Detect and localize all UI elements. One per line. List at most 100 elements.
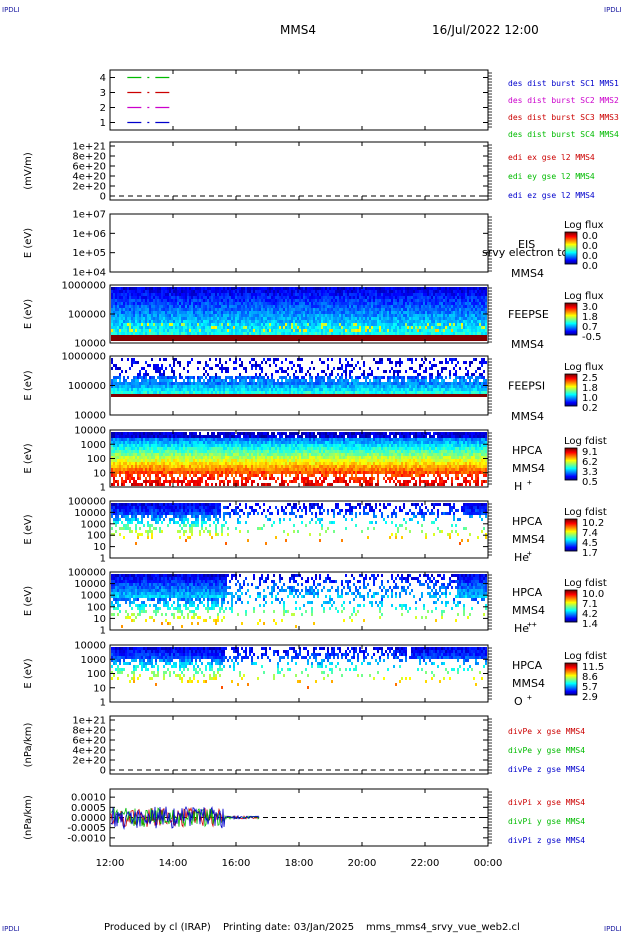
- spectrogram-cell: [231, 379, 233, 382]
- spectrogram-cell: [385, 296, 387, 299]
- spectrogram-cell: [423, 370, 425, 373]
- spectrogram-cell: [245, 338, 247, 341]
- spectrogram-cell: [113, 364, 115, 367]
- spectrogram-cell: [133, 290, 135, 293]
- spectrogram-cell: [133, 314, 135, 317]
- spectrogram-cell: [473, 335, 475, 338]
- spectrogram-cell: [263, 329, 265, 332]
- spectrogram-cell: [455, 329, 457, 332]
- spectrogram-cell: [377, 376, 379, 379]
- spectrogram-cell: [255, 391, 257, 394]
- spectrogram-cell: [345, 311, 347, 314]
- spectrogram-cell: [241, 376, 243, 379]
- spectrogram-cell: [221, 326, 223, 329]
- spectrogram-cell: [401, 335, 403, 338]
- spectrogram-cell: [261, 320, 263, 323]
- spectrogram-cell: [217, 317, 219, 320]
- spectrogram-cell: [301, 323, 303, 326]
- spectrogram-cell: [357, 323, 359, 326]
- spectrogram-cell: [127, 302, 129, 305]
- spectrogram-cell: [221, 379, 223, 382]
- spectrogram-cell: [281, 361, 283, 364]
- spectrogram-cell: [445, 290, 447, 293]
- spectrogram-cell: [195, 320, 197, 323]
- legend-entry: edi ey gse l2 MMS4: [508, 172, 595, 181]
- spectrogram-cell: [159, 385, 161, 388]
- spectrogram-cell: [413, 332, 415, 335]
- spectrogram-cell: [219, 391, 221, 394]
- spectrogram-cell: [415, 299, 417, 302]
- spectrogram-cell: [469, 311, 471, 314]
- spectrogram-cell: [299, 391, 301, 394]
- spectrogram-cell: [171, 290, 173, 293]
- spectrogram-cell: [259, 335, 261, 338]
- spectrogram-cell: [287, 367, 289, 370]
- colorbar-step: [565, 305, 577, 307]
- spectrogram-cell: [291, 299, 293, 302]
- spectrogram-cell: [363, 287, 365, 290]
- spectrogram-cell: [175, 335, 177, 338]
- spectrogram-cell: [291, 293, 293, 296]
- spectrogram-cell: [119, 329, 121, 332]
- spectrogram-cell: [325, 311, 327, 314]
- spectrogram-cell: [137, 305, 139, 308]
- spectrogram-cell: [263, 335, 265, 338]
- spectrogram-cell: [219, 326, 221, 329]
- spectrogram-cell: [127, 385, 129, 388]
- spectrogram-cell: [273, 329, 275, 332]
- spectrogram-cell: [183, 335, 185, 338]
- spectrogram-cell: [265, 394, 267, 397]
- spectrogram-cell: [467, 317, 469, 320]
- spectrogram-cell: [311, 293, 313, 296]
- spectrogram-cell: [363, 308, 365, 311]
- spectrogram-cell: [475, 299, 477, 302]
- spectrogram-cell: [469, 314, 471, 317]
- colorbar-label: 0.0: [582, 241, 598, 252]
- spectrogram-cell: [205, 293, 207, 296]
- spectrogram-cell: [323, 394, 325, 397]
- spectrogram-cell: [215, 296, 217, 299]
- spectrogram-cell: [413, 323, 415, 326]
- spectrogram-cell: [419, 302, 421, 305]
- spectrogram-cell: [153, 293, 155, 296]
- spectrogram-cell: [139, 311, 141, 314]
- spectrogram-cell: [201, 287, 203, 290]
- spectrogram-cell: [423, 391, 425, 394]
- spectrogram-cell: [395, 308, 397, 311]
- spectrogram-cell: [395, 287, 397, 290]
- spectrogram-cell: [317, 305, 319, 308]
- spectrogram-cell: [397, 323, 399, 326]
- spectrogram-cell: [255, 308, 257, 311]
- spectrogram-cell: [149, 293, 151, 296]
- spectrogram-cell: [313, 367, 315, 370]
- spectrogram-cell: [339, 367, 341, 370]
- spectrogram-cell: [309, 379, 311, 382]
- spectrogram-cell: [413, 388, 415, 391]
- spectrogram-cell: [317, 314, 319, 317]
- spectrogram-cell: [183, 302, 185, 305]
- spectrogram-cell: [229, 311, 231, 314]
- spectrogram-cell: [359, 320, 361, 323]
- spectrogram-cell: [219, 361, 221, 364]
- spectrogram-cell: [363, 299, 365, 302]
- spectrogram-cell: [405, 314, 407, 317]
- spectrogram-cell: [337, 317, 339, 320]
- spectrogram-cell: [231, 299, 233, 302]
- spectrogram-cell: [131, 361, 133, 364]
- spectrogram-cell: [163, 323, 165, 326]
- spectrogram-cell: [471, 335, 473, 338]
- spectrogram-cell: [199, 299, 201, 302]
- spectrogram-cell: [217, 308, 219, 311]
- spectrogram-cell: [177, 382, 179, 385]
- spectrogram-cell: [355, 385, 357, 388]
- spectrogram-cell: [461, 302, 463, 305]
- spectrogram-cell: [375, 317, 377, 320]
- spectrogram-cell: [431, 373, 433, 376]
- spectrogram-cell: [225, 323, 227, 326]
- spectrogram-cell: [309, 338, 311, 341]
- spectrogram-cell: [233, 361, 235, 364]
- spectrogram-cell: [207, 296, 209, 299]
- spectrogram-cell: [195, 317, 197, 320]
- spectrogram-cell: [227, 314, 229, 317]
- spectrogram-cell: [355, 317, 357, 320]
